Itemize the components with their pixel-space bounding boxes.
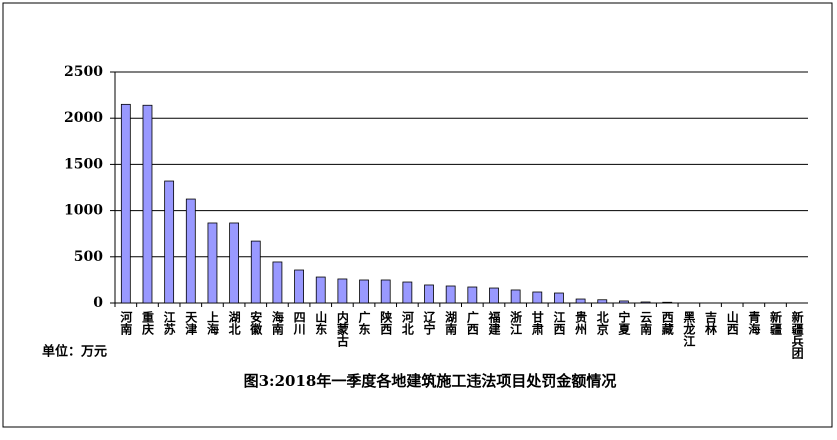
x-tick-label: 四川: [292, 311, 306, 335]
x-tick-label: 河南: [119, 310, 133, 336]
y-tick-label: 1000: [64, 203, 103, 219]
bar: [532, 291, 543, 304]
bar: [142, 104, 153, 304]
bar: [250, 240, 261, 304]
y-tick-label: 2500: [64, 64, 103, 80]
bar: [185, 198, 196, 304]
x-tick-label: 广西: [465, 310, 479, 336]
bar: [164, 180, 175, 304]
y-tick-label: 500: [74, 249, 103, 265]
x-tick-label: 河北: [400, 310, 414, 336]
x-tick-label: 辽宁: [422, 311, 436, 336]
x-tick-label: 新疆兵团: [790, 310, 804, 360]
chart-title: 图3:2018年一季度各地建筑施工违法项目处罚金额情况: [244, 372, 617, 390]
x-tick-label: 宁夏: [617, 310, 631, 336]
bar: [424, 284, 434, 304]
bar: [207, 222, 218, 304]
x-tick-label: 陕西: [379, 310, 393, 336]
bar: [229, 222, 240, 304]
bar: [554, 292, 564, 304]
bar: [575, 298, 586, 304]
bar: [294, 269, 304, 304]
bar: [445, 285, 456, 304]
x-tick-label: 内蒙古: [335, 310, 349, 348]
x-tick-label: 云南: [639, 311, 653, 336]
x-tick-label: 黑龙江: [682, 311, 696, 348]
x-tick-label: 海南: [270, 310, 284, 336]
bar: [315, 276, 326, 304]
x-tick-label: 上海: [205, 310, 219, 336]
bar: [337, 278, 348, 304]
x-tick-label: 浙江: [509, 310, 523, 336]
x-tick-label: 江苏: [162, 310, 176, 336]
x-tick-label: 湖南: [444, 310, 458, 336]
x-tick-label: 青海: [747, 310, 761, 336]
x-tick-label: 新疆: [769, 310, 783, 336]
bar: [597, 299, 608, 304]
bar: [489, 287, 499, 304]
bar: [662, 301, 673, 304]
bar: [359, 279, 369, 304]
x-tick-label: 天津: [184, 311, 198, 336]
x-tick-label: 山东: [314, 310, 328, 336]
unit-label: 单位：万元: [42, 344, 107, 360]
y-tick-label: 1500: [64, 156, 103, 172]
y-tick-label: 0: [93, 295, 103, 311]
x-tick-label: 山西: [725, 310, 739, 336]
x-tick-label: 贵州: [574, 310, 588, 336]
bar: [120, 103, 131, 304]
x-tick-label: 西藏: [660, 311, 674, 336]
x-tick-label: 安徽: [249, 310, 263, 336]
bar: [380, 279, 391, 304]
x-tick-label: 甘肃: [530, 310, 544, 336]
x-tick-label: 吉林: [704, 310, 718, 336]
bar: [467, 286, 478, 304]
x-tick-label: 湖北: [227, 310, 241, 336]
bar: [510, 289, 521, 304]
x-tick-label: 福建: [487, 310, 501, 336]
x-tick-label: 重庆: [140, 310, 154, 336]
chart-border: [2, 2, 833, 428]
bar: [619, 300, 629, 304]
bar: [272, 261, 283, 304]
x-tick-label: 江西: [552, 310, 566, 336]
y-tick-label: 2000: [64, 110, 103, 126]
x-tick-label: 广东: [357, 310, 371, 336]
x-tick-label: 北京: [595, 310, 609, 336]
bar: [640, 301, 651, 304]
bar: [402, 281, 413, 304]
